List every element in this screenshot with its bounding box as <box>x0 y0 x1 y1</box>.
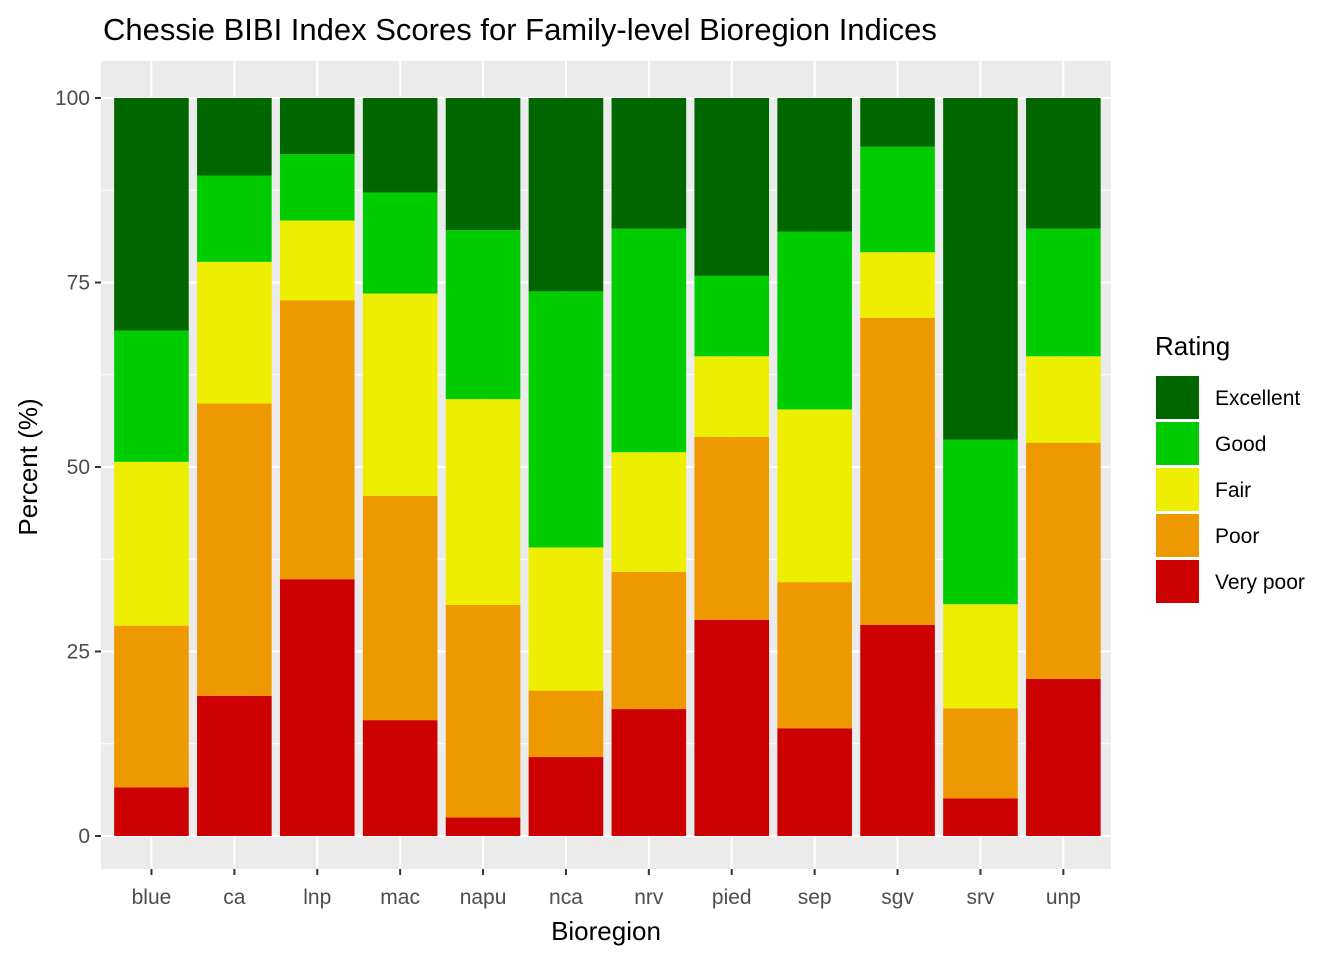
bar-segment-srv-good <box>943 439 1018 605</box>
legend-key-very-poor <box>1156 560 1199 603</box>
legend-label-good: Good <box>1215 433 1266 456</box>
bar-segment-blue-excellent <box>114 98 189 331</box>
bar-segment-lnp-good <box>279 154 355 221</box>
legend-key-excellent <box>1156 376 1199 419</box>
bar-segment-ca-poor <box>197 403 272 696</box>
bar-segment-sep-fair <box>777 409 852 583</box>
bar-segment-napu-fair <box>445 399 521 606</box>
bar-segment-ca-excellent <box>197 98 272 176</box>
bar-segment-nca-excellent <box>528 98 604 292</box>
x-tick-label-nrv: nrv <box>634 886 664 909</box>
y-tick-label: 50 <box>67 456 90 479</box>
y-axis-title: Percent (%) <box>13 398 43 535</box>
bar-segment-napu-good <box>445 230 521 400</box>
bar-segment-mac-very-poor <box>362 720 438 836</box>
bar-segment-blue-fair <box>114 461 189 626</box>
bar-segment-lnp-excellent <box>279 98 355 155</box>
bar-segment-mac-excellent <box>362 98 438 193</box>
bar-segment-pied-poor <box>694 436 770 620</box>
y-tick-label: 0 <box>78 825 90 848</box>
bar-segment-lnp-poor <box>279 300 355 580</box>
x-tick-label-srv: srv <box>966 886 994 909</box>
bar-segment-unp-fair <box>1026 356 1101 443</box>
bar-segment-pied-excellent <box>694 98 770 276</box>
bar-segment-srv-very-poor <box>943 798 1018 836</box>
bar-segment-unp-very-poor <box>1026 678 1101 836</box>
bar-segment-srv-excellent <box>943 98 1018 440</box>
bar-segment-sgv-fair <box>860 252 935 318</box>
x-tick-label-sgv: sgv <box>881 886 914 909</box>
bar-segment-unp-excellent <box>1026 98 1101 229</box>
x-tick-label-pied: pied <box>712 886 752 909</box>
x-axis-title: Bioregion <box>551 916 661 946</box>
bar-segment-nca-fair <box>528 547 604 691</box>
x-tick-label-blue: blue <box>132 886 172 909</box>
bar-segment-unp-good <box>1026 228 1101 357</box>
bar-segment-sep-very-poor <box>777 728 852 836</box>
bar-segment-nca-poor <box>528 690 604 758</box>
bar-segment-mac-poor <box>362 495 438 721</box>
bar-segment-mac-good <box>362 192 438 294</box>
bar-segment-sgv-very-poor <box>860 624 935 836</box>
bar-segment-sgv-poor <box>860 317 935 625</box>
bar-segment-nrv-fair <box>611 452 687 572</box>
bar-segment-lnp-fair <box>279 220 355 301</box>
legend-key-good <box>1156 422 1199 465</box>
bar-segment-lnp-very-poor <box>279 579 355 836</box>
legend-key-fair <box>1156 468 1199 511</box>
x-tick-label-lnp: lnp <box>303 886 331 909</box>
bar-segment-pied-fair <box>694 356 770 437</box>
legend-title: Rating <box>1155 331 1230 361</box>
bar-segment-napu-excellent <box>445 98 521 231</box>
bar-segment-sep-poor <box>777 582 852 729</box>
y-tick-label: 100 <box>55 87 90 110</box>
bar-segment-napu-poor <box>445 605 521 818</box>
legend: Rating Excellent Good Fair Poor Very poor <box>1155 331 1305 603</box>
bar-segment-blue-very-poor <box>114 787 189 836</box>
bar-segment-sgv-excellent <box>860 98 935 147</box>
x-tick-label-ca: ca <box>223 886 246 909</box>
bar-segment-mac-fair <box>362 293 438 496</box>
bar-segment-nrv-poor <box>611 571 687 710</box>
bar-segment-srv-poor <box>943 708 1018 799</box>
legend-label-very-poor: Very poor <box>1215 571 1305 594</box>
bar-segment-nrv-very-poor <box>611 709 687 836</box>
bar-segment-unp-poor <box>1026 442 1101 679</box>
bar-segment-pied-very-poor <box>694 619 770 836</box>
legend-label-excellent: Excellent <box>1215 387 1300 410</box>
bar-segment-blue-poor <box>114 625 189 788</box>
bar-segment-nrv-excellent <box>611 98 687 229</box>
bar-segment-srv-fair <box>943 604 1018 709</box>
bar-segment-nca-good <box>528 291 604 548</box>
bar-segment-ca-fair <box>197 261 272 404</box>
x-axis: blue ca lnp mac napu nca nrv pied sep sgv srv unp <box>132 869 1081 909</box>
x-tick-label-napu: napu <box>460 886 507 909</box>
x-tick-label-unp: unp <box>1046 886 1081 909</box>
bar-segment-sgv-good <box>860 146 935 253</box>
bars <box>114 98 1101 836</box>
legend-label-fair: Fair <box>1215 479 1251 502</box>
legend-key-poor <box>1156 514 1199 557</box>
bar-segment-pied-good <box>694 275 770 357</box>
x-tick-label-nca: nca <box>549 886 583 909</box>
bar-segment-blue-good <box>114 330 189 462</box>
x-tick-label-sep: sep <box>798 886 832 909</box>
bar-segment-sep-excellent <box>777 98 852 232</box>
bar-segment-ca-good <box>197 175 272 262</box>
legend-label-poor: Poor <box>1215 525 1259 548</box>
bar-segment-napu-very-poor <box>445 817 521 836</box>
bar-segment-nca-very-poor <box>528 757 604 836</box>
bar-segment-nrv-good <box>611 228 687 453</box>
y-tick-label: 25 <box>67 641 90 664</box>
y-tick-label: 75 <box>67 272 90 295</box>
bar-segment-ca-very-poor <box>197 695 272 836</box>
bar-segment-sep-good <box>777 231 852 410</box>
x-tick-label-mac: mac <box>380 886 420 909</box>
y-axis: 0 25 50 75 100 <box>55 87 101 848</box>
chart-title: Chessie BIBI Index Scores for Family-lev… <box>103 12 937 47</box>
